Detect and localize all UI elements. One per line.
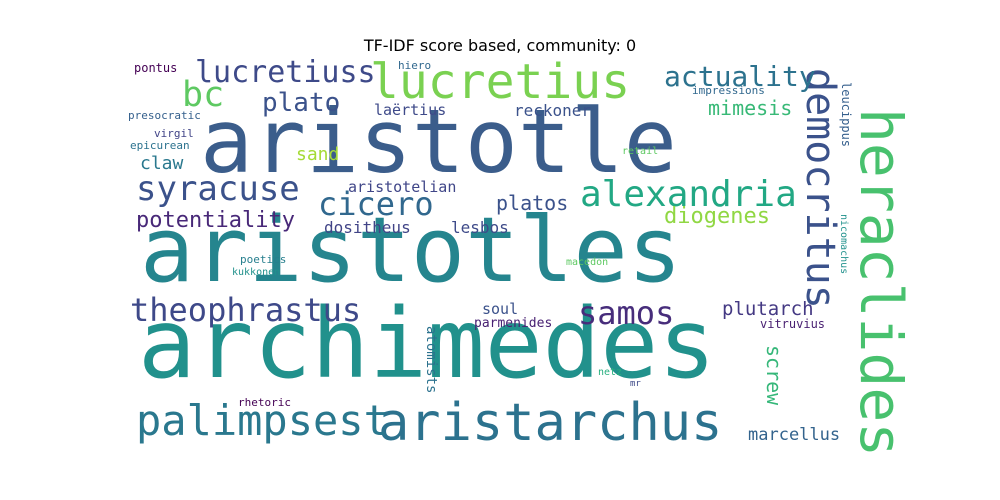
word-rhetoric: rhetoric [238, 396, 291, 409]
word-reckoner: reckoner [514, 101, 592, 120]
word-vitruvius: vitruvius [760, 317, 826, 331]
word-epicurean: epicurean [130, 139, 190, 152]
word-plato: plato [262, 88, 341, 118]
word-theophrastus: theophrastus [130, 291, 362, 329]
word-lucretius: lucretius [370, 54, 631, 110]
word-aristarchus: aristarchus [378, 393, 723, 453]
word-parmenides: parmenides [474, 316, 553, 331]
word-atomists: atomists [423, 326, 439, 394]
word-aristotle: aristotle [200, 90, 677, 193]
word-macedon: macedon [566, 257, 609, 268]
word-leucippus: leucippus [839, 82, 853, 148]
word-samos: samos [578, 294, 675, 332]
word-pontus: pontus [134, 61, 178, 75]
word-potentiality: potentiality [136, 208, 295, 233]
word-soul: soul [482, 300, 519, 318]
word-nicomachus: nicomachus [838, 214, 849, 275]
word-retail: retail [622, 146, 659, 157]
word-poetics: poetics [240, 253, 287, 266]
word-la-rtius: laërtius [374, 101, 447, 119]
word-kukkonen: kukkonen [232, 267, 281, 278]
word-palimpsest: palimpsest [136, 396, 389, 445]
word-claw: claw [140, 153, 184, 174]
word-screw: screw [762, 345, 786, 406]
word-mr: mr [630, 379, 641, 389]
word-marcellus: marcellus [748, 425, 841, 445]
word-platos: platos [496, 191, 569, 215]
word-aristotles: aristotles [140, 198, 682, 303]
word-heraclides: heraclides [847, 108, 915, 458]
word-lucretiuss: lucretiuss [195, 55, 376, 90]
word-democritus: democritus [797, 68, 843, 309]
word-archimedes: archimedes [138, 288, 716, 400]
word-plutarch: plutarch [722, 298, 814, 320]
word-lesbos: lesbos [451, 218, 509, 237]
word-cloud: archimedes aristotles aristotle heraclides a… [128, 54, 915, 457]
word-mimesis: mimesis [708, 96, 793, 120]
word-virgil: virgil [154, 127, 194, 140]
word-actuality: actuality [664, 60, 816, 93]
word-diogenes: diogenes [664, 204, 770, 229]
word-dositheus: dositheus [324, 218, 411, 237]
word-sand: sand [296, 144, 340, 165]
word-aristotelian: aristotelian [348, 178, 457, 196]
word-alexandria: alexandria [580, 174, 797, 215]
word-presocratic: presocratic [128, 109, 201, 122]
word-cicero: cicero [318, 185, 434, 223]
word-impressions: impressions [692, 84, 765, 97]
word-syracuse: syracuse [136, 169, 300, 209]
word-bc: bc [182, 75, 225, 115]
word-hiero: hiero [398, 59, 432, 72]
chart-title: TF-IDF score based, community: 0 [363, 36, 637, 55]
word-netz: netz [598, 367, 623, 378]
